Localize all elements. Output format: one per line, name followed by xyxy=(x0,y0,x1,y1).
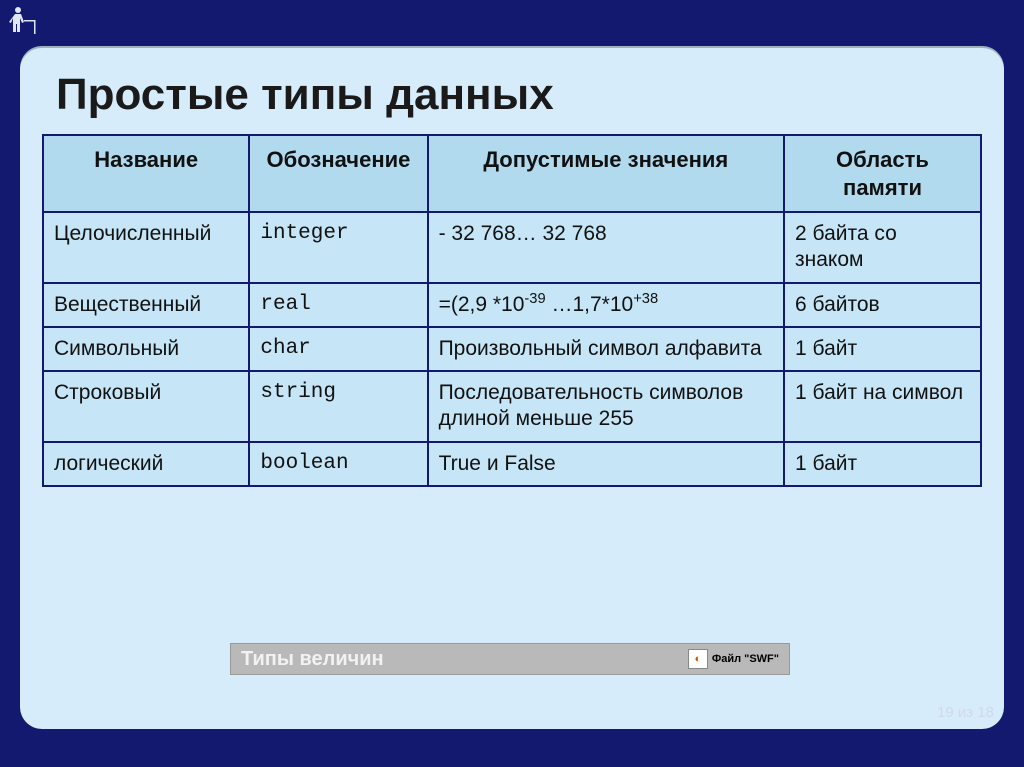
col-header-range: Допустимые значения xyxy=(428,135,784,212)
cell-memory: 1 байт xyxy=(784,327,981,371)
footer-file-label: Файл "SWF" xyxy=(712,653,779,665)
cell-notation: string xyxy=(249,371,427,442)
col-header-memory: Область памяти xyxy=(784,135,981,212)
cell-memory: 6 байтов xyxy=(784,283,981,327)
slide-stage: Простые типы данных Название Обозначение… xyxy=(0,0,1024,767)
table-row: логическийbooleanTrue и False1 байт xyxy=(43,442,981,486)
cell-range: Произвольный символ алфавита xyxy=(428,327,784,371)
table-row: СимвольныйcharПроизвольный символ алфави… xyxy=(43,327,981,371)
cell-memory: 1 байт на символ xyxy=(784,371,981,442)
col-header-notation: Обозначение xyxy=(249,135,427,212)
table-row: Целочисленныйinteger- 32 768… 32 7682 ба… xyxy=(43,212,981,283)
cell-range: =(2,9 *10-39 …1,7*10+38 xyxy=(428,283,784,327)
cell-name: Вещественный xyxy=(43,283,249,327)
footer-file[interactable]: ◐ Файл "SWF" xyxy=(688,649,779,669)
cell-range: True и False xyxy=(428,442,784,486)
cell-name: Символьный xyxy=(43,327,249,371)
footer-bar: Типы величин ◐ Файл "SWF" xyxy=(230,643,790,675)
table-row: Вещественныйreal=(2,9 *10-39 …1,7*10+386… xyxy=(43,283,981,327)
cell-name: Строковый xyxy=(43,371,249,442)
presenter-icon xyxy=(6,4,38,36)
cell-name: логический xyxy=(43,442,249,486)
cell-notation: boolean xyxy=(249,442,427,486)
table-body: Целочисленныйinteger- 32 768… 32 7682 ба… xyxy=(43,212,981,486)
cell-memory: 2 байта со знаком xyxy=(784,212,981,283)
cell-notation: integer xyxy=(249,212,427,283)
footer-label: Типы величин xyxy=(241,648,688,671)
data-types-table: Название Обозначение Допустимые значения… xyxy=(42,134,982,487)
cell-range: - 32 768… 32 768 xyxy=(428,212,784,283)
cell-notation: char xyxy=(249,327,427,371)
page-counter: 19 из 18 xyxy=(937,704,994,721)
cell-name: Целочисленный xyxy=(43,212,249,283)
content-panel: Простые типы данных Название Обозначение… xyxy=(20,46,1004,729)
table-row: СтроковыйstringПоследовательность символ… xyxy=(43,371,981,442)
cell-memory: 1 байт xyxy=(784,442,981,486)
col-header-name: Название xyxy=(43,135,249,212)
cell-notation: real xyxy=(249,283,427,327)
slide-title: Простые типы данных xyxy=(56,70,982,120)
cell-range: Последовательность символов длиной меньш… xyxy=(428,371,784,442)
table-header-row: Название Обозначение Допустимые значения… xyxy=(43,135,981,212)
swf-file-icon: ◐ xyxy=(688,649,708,669)
